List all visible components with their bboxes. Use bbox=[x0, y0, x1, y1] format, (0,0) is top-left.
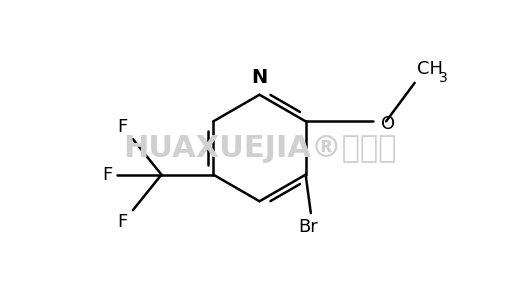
Text: HUAXUEJIA®化学加: HUAXUEJIA®化学加 bbox=[123, 133, 396, 163]
Text: N: N bbox=[251, 68, 268, 87]
Text: CH: CH bbox=[417, 60, 443, 78]
Text: 3: 3 bbox=[439, 71, 448, 85]
Text: O: O bbox=[381, 115, 395, 133]
Text: F: F bbox=[117, 118, 128, 136]
Text: F: F bbox=[102, 166, 112, 184]
Text: F: F bbox=[117, 213, 128, 231]
Text: Br: Br bbox=[298, 218, 318, 236]
